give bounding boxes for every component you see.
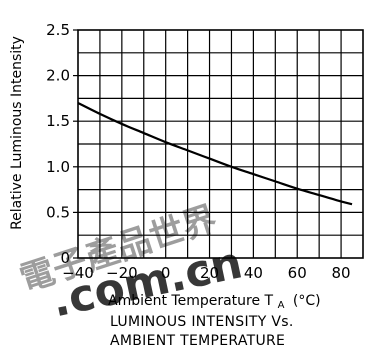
y-tick-labels: 0 0.5 1.0 1.5 2.0 2.5 (46, 21, 70, 267)
series-line (77, 101, 353, 206)
series-curves (77, 101, 353, 206)
y-tick-label: 2.5 (46, 21, 70, 39)
y-axis-label: Relative Luminous Intensity (9, 36, 25, 230)
caption-line-1: LUMINOUS INTENSITY Vs. (110, 314, 294, 330)
x-tick-label: −20 (106, 264, 138, 282)
x-axis-label-main: Ambient Temperature T (108, 293, 274, 309)
x-tick-label: 0 (161, 264, 171, 282)
x-tick-label: 40 (244, 264, 263, 282)
caption-line-2: AMBIENT TEMPERATURE (110, 333, 285, 349)
y-tick-label: 0 (60, 249, 70, 267)
grid-lines (78, 30, 363, 258)
x-tick-label: −40 (62, 264, 94, 282)
plot-border (77, 29, 364, 259)
y-tick-label: 1.5 (46, 112, 70, 130)
x-tick-label: 80 (332, 264, 351, 282)
y-tick-label: 2.0 (46, 67, 70, 85)
x-axis-label-subscript: A (278, 300, 285, 311)
x-tick-label: 60 (288, 264, 307, 282)
x-axis-label-unit: (°C) (293, 293, 321, 309)
plot-frame (73, 29, 364, 259)
y-tick-label: 0.5 (46, 203, 70, 221)
x-axis-label: Ambient Temperature T A (°C) (108, 293, 321, 312)
y-tick-label: 1.0 (46, 158, 70, 176)
x-tick-label: 20 (200, 264, 219, 282)
x-tick-labels: −40 −20 0 20 40 60 80 (62, 264, 350, 282)
